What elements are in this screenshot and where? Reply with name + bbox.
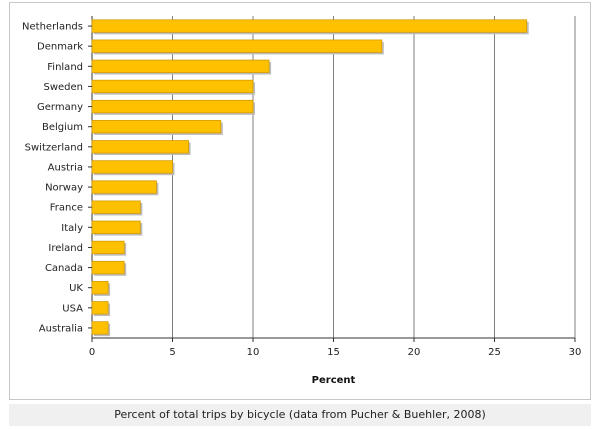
x-tick-label-15: 15 xyxy=(327,347,340,358)
x-tick-label-20: 20 xyxy=(408,347,421,358)
bar-germany xyxy=(91,99,254,114)
x-tick-label-0: 0 xyxy=(89,347,95,358)
x-axis-title: Percent xyxy=(312,375,356,386)
bar-belgium xyxy=(91,120,222,134)
bar-ireland xyxy=(91,240,125,255)
category-label-usa: USA xyxy=(62,303,83,314)
bar-netherlands xyxy=(91,19,528,33)
x-tick-label-30: 30 xyxy=(569,347,582,358)
category-label-australia: Australia xyxy=(39,323,83,334)
category-label-sweden: Sweden xyxy=(43,82,83,93)
bar-finland xyxy=(91,59,270,73)
category-label-canada: Canada xyxy=(45,263,83,274)
category-label-germany: Germany xyxy=(37,102,83,113)
category-label-france: France xyxy=(50,203,83,214)
bar-uk xyxy=(91,281,109,295)
category-label-denmark: Denmark xyxy=(37,42,83,53)
x-tick-label-25: 25 xyxy=(488,347,501,358)
category-label-switzerland: Switzerland xyxy=(25,142,83,153)
category-label-finland: Finland xyxy=(47,62,83,73)
bar-switzerland xyxy=(91,140,189,154)
bar-australia xyxy=(91,321,109,335)
bar-france xyxy=(91,200,141,214)
category-label-uk: UK xyxy=(69,283,83,294)
bar-canada xyxy=(91,260,125,275)
bar-norway xyxy=(91,180,157,194)
category-label-netherlands: Netherlands xyxy=(22,22,83,33)
chart-caption: Percent of total trips by bicycle (data … xyxy=(9,404,591,426)
category-label-belgium: Belgium xyxy=(42,122,83,133)
category-label-norway: Norway xyxy=(45,183,83,194)
x-tick-label-5: 5 xyxy=(169,347,175,358)
bar-austria xyxy=(91,160,173,174)
bar-denmark xyxy=(91,39,383,53)
category-label-ireland: Ireland xyxy=(48,243,83,254)
x-tick-label-10: 10 xyxy=(247,347,260,358)
category-label-austria: Austria xyxy=(48,162,83,173)
category-label-italy: Italy xyxy=(61,223,83,234)
bar-sweden xyxy=(91,79,254,94)
bar-usa xyxy=(91,301,109,315)
bar-italy xyxy=(91,220,141,234)
